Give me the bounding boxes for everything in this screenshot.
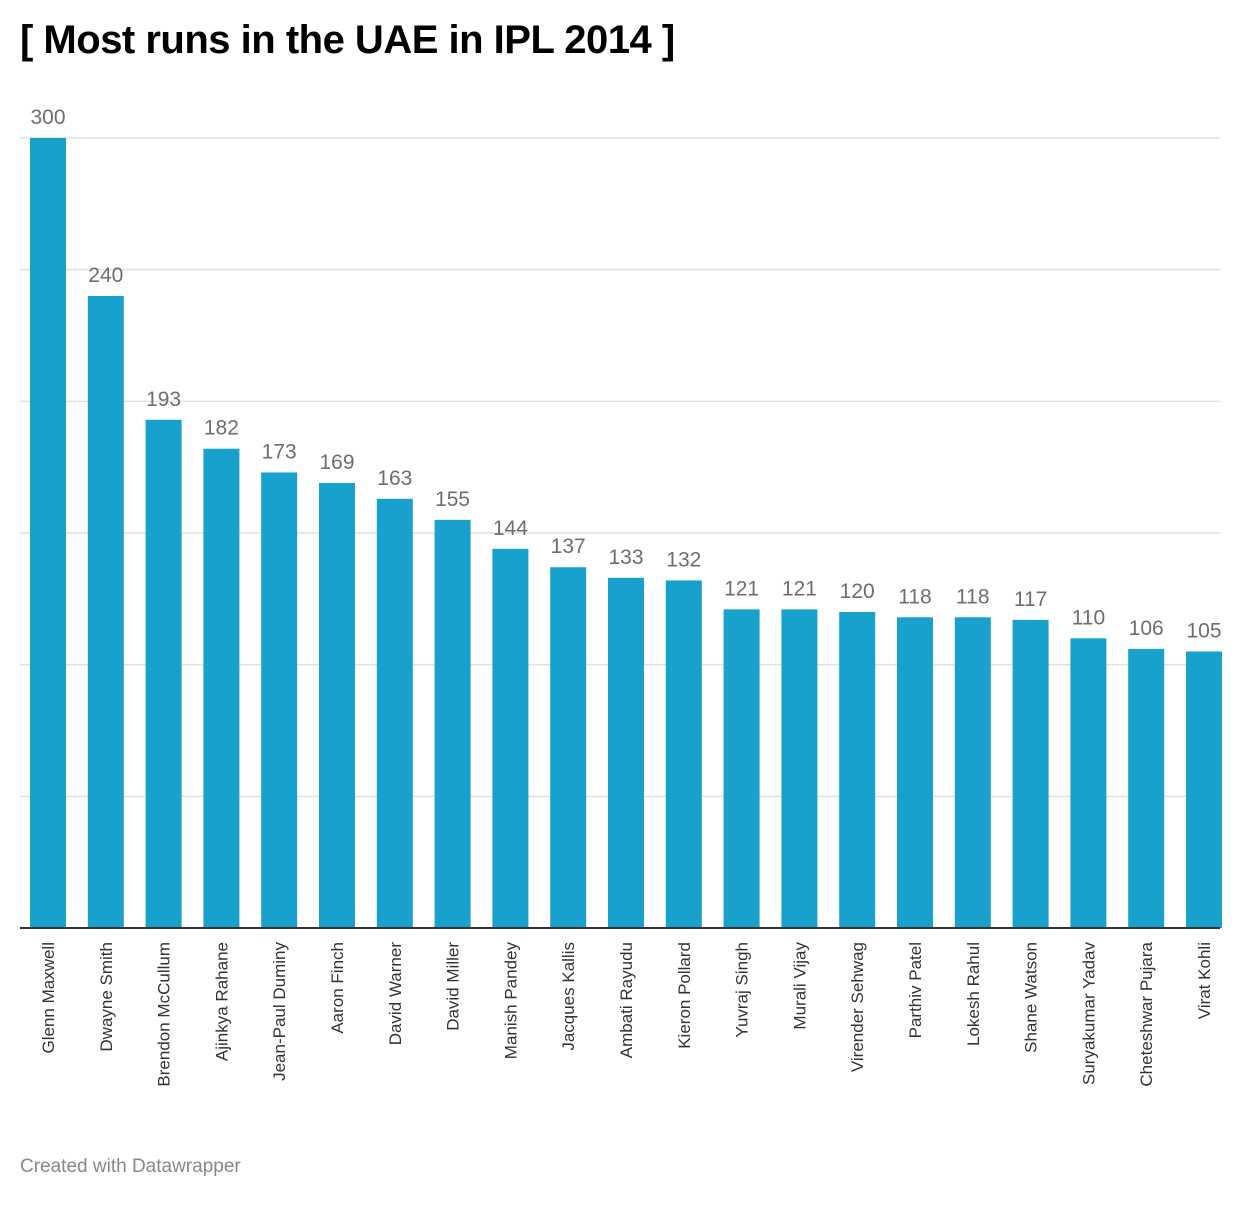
category-label: Glenn Maxwell (39, 942, 58, 1054)
bar[interactable] (1128, 648, 1165, 928)
bars (30, 138, 1222, 928)
category-label: Murali Vijay (790, 942, 809, 1030)
footer-credit: Created with Datawrapper (20, 1156, 241, 1177)
value-label: 133 (608, 546, 643, 569)
value-label: 300 (30, 106, 65, 129)
bar[interactable] (145, 419, 182, 928)
category-label: Parthiv Patel (906, 942, 925, 1038)
bar[interactable] (954, 617, 991, 928)
value-label: 132 (666, 548, 701, 571)
value-label: 169 (319, 451, 354, 474)
bar[interactable] (1012, 619, 1049, 928)
value-label: 240 (88, 264, 123, 287)
value-label: 155 (435, 488, 470, 511)
value-label: 121 (782, 577, 817, 600)
value-label: 105 (1186, 620, 1221, 643)
category-label: Virender Sehwag (848, 942, 867, 1072)
category-label: Cheteshwar Pujara (1137, 941, 1156, 1086)
category-label: Jean-Paul Duminy (270, 942, 289, 1081)
category-label: Dwayne Smith (97, 942, 116, 1052)
bar[interactable] (203, 448, 240, 928)
category-label: Suryakumar Yadav (1079, 942, 1098, 1085)
value-label: 118 (956, 585, 989, 608)
value-label: 120 (840, 580, 875, 603)
value-label: 173 (262, 440, 297, 463)
bar[interactable] (1070, 638, 1107, 928)
value-label: 118 (898, 585, 931, 608)
value-label: 182 (204, 417, 239, 440)
category-label: Kieron Pollard (675, 942, 694, 1049)
category-label: Jacques Kallis (559, 942, 578, 1051)
value-label: 137 (551, 535, 586, 558)
category-label: Yuvraj Singh (733, 942, 752, 1037)
bar[interactable] (723, 609, 760, 928)
category-label: David Miller (444, 942, 463, 1031)
category-labels: Glenn Maxwell Dwayne Smith Brendon McCullu… (39, 941, 1214, 1086)
category-label: Lokesh Rahul (964, 942, 983, 1046)
bar[interactable] (261, 472, 298, 928)
bar[interactable] (376, 498, 413, 928)
bar[interactable] (30, 138, 66, 928)
bar[interactable] (897, 617, 933, 928)
category-label: Aaron Finch (328, 942, 347, 1034)
bar[interactable] (319, 482, 355, 928)
value-label: 117 (1014, 588, 1047, 611)
category-label: Virat Kohli (1195, 942, 1214, 1019)
category-label: Brendon McCullum (155, 942, 174, 1087)
chart-title: [ Most runs in the UAE in IPL 2014 ] (20, 18, 675, 62)
value-label: 110 (1072, 606, 1105, 629)
bar[interactable] (1186, 651, 1222, 929)
category-label: Manish Pandey (501, 942, 520, 1060)
category-label: David Warner (386, 942, 405, 1046)
bar[interactable] (434, 519, 471, 928)
bar[interactable] (839, 612, 876, 928)
bar[interactable] (492, 548, 529, 928)
category-label: Shane Watson (1022, 942, 1041, 1053)
category-label: Ambati Rayudu (617, 942, 636, 1058)
bar[interactable] (608, 577, 644, 928)
value-label: 193 (146, 388, 181, 411)
value-label: 106 (1129, 617, 1164, 640)
bar[interactable] (87, 296, 124, 928)
value-label: 163 (377, 467, 412, 490)
bar[interactable] (550, 567, 587, 928)
category-label: Ajinkya Rahane (212, 942, 231, 1061)
value-label: 121 (724, 577, 759, 600)
value-label: 144 (493, 517, 528, 540)
value-labels: 300 240 193 182 173 169 163 155 144 137 133 132 121 1… (30, 106, 1221, 643)
bar[interactable] (665, 580, 702, 928)
bar[interactable] (781, 609, 818, 928)
